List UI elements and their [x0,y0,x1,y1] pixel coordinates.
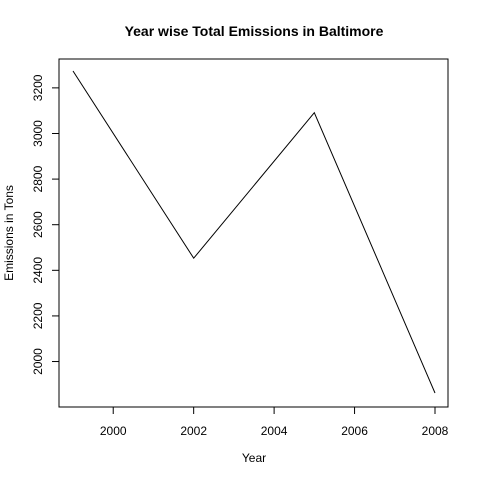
plot-frame [58,58,449,408]
y-axis-label: Emissions in Tons [2,185,16,281]
y-tick-label: 3200 [31,74,45,101]
x-tick-label: 2006 [341,424,368,438]
x-axis: 2000 2002 2004 2006 2008 [100,407,449,438]
y-tick-label: 2600 [31,211,45,238]
x-tick-label: 2000 [100,424,127,438]
x-tick-label: 2002 [180,424,207,438]
y-tick-label: 2000 [31,348,45,375]
series-line [72,70,436,394]
x-tick-label: 2008 [422,424,449,438]
x-tick-label: 2004 [261,424,288,438]
x-axis-label: Year [242,451,266,465]
y-tick-label: 2800 [31,165,45,192]
y-tick-label: 3000 [31,120,45,147]
y-axis: 2000 2200 2400 2600 2800 3000 3200 [31,74,59,375]
chart-title: Year wise Total Emissions in Baltimore [125,23,384,39]
y-tick-label: 2200 [31,302,45,329]
y-tick-label: 2400 [31,257,45,284]
